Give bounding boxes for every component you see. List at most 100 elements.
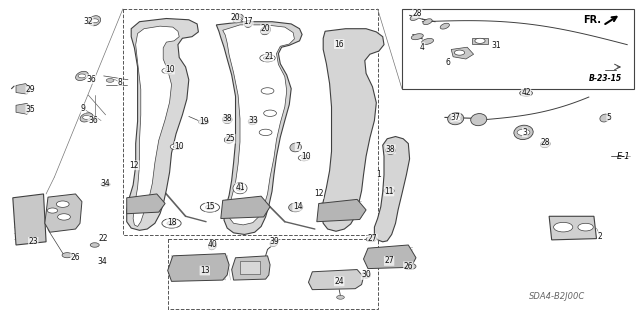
Circle shape	[454, 50, 465, 55]
Text: 18: 18	[167, 218, 176, 227]
Text: E-1: E-1	[617, 152, 630, 161]
Text: 40: 40	[207, 241, 218, 249]
Text: 22: 22	[99, 234, 108, 243]
Ellipse shape	[447, 113, 464, 125]
Ellipse shape	[385, 146, 396, 155]
Ellipse shape	[80, 113, 93, 122]
Circle shape	[235, 17, 241, 20]
Text: 23: 23	[28, 237, 38, 246]
Circle shape	[224, 118, 230, 121]
Circle shape	[90, 243, 99, 247]
Circle shape	[264, 56, 271, 60]
Ellipse shape	[423, 19, 432, 25]
Polygon shape	[133, 26, 179, 226]
Text: 9: 9	[81, 104, 86, 113]
Circle shape	[62, 253, 72, 258]
Bar	[472, 38, 488, 44]
Ellipse shape	[236, 185, 244, 191]
Text: 27: 27	[367, 234, 378, 243]
Text: 10: 10	[164, 65, 175, 74]
Circle shape	[554, 222, 573, 232]
Text: FR.: FR.	[584, 15, 602, 25]
Bar	[402, 9, 634, 89]
Circle shape	[200, 203, 220, 212]
Circle shape	[56, 201, 69, 207]
Polygon shape	[216, 22, 302, 234]
Ellipse shape	[514, 125, 533, 139]
Ellipse shape	[223, 116, 232, 124]
Polygon shape	[45, 194, 82, 232]
Circle shape	[173, 145, 179, 148]
Text: 36: 36	[86, 75, 96, 84]
Ellipse shape	[76, 71, 88, 80]
Text: 15: 15	[205, 202, 215, 211]
Text: 33: 33	[248, 116, 258, 125]
Text: 26: 26	[403, 262, 413, 271]
Text: 26: 26	[70, 253, 81, 262]
Circle shape	[259, 129, 272, 136]
Text: 10: 10	[174, 142, 184, 151]
Ellipse shape	[224, 136, 234, 143]
Ellipse shape	[440, 23, 449, 29]
Polygon shape	[451, 47, 474, 59]
Bar	[240, 261, 260, 274]
Polygon shape	[232, 256, 270, 280]
Text: 14: 14	[292, 202, 303, 211]
Circle shape	[261, 88, 274, 94]
Circle shape	[101, 182, 110, 187]
Circle shape	[198, 119, 209, 124]
Text: 34: 34	[97, 257, 108, 266]
Circle shape	[403, 263, 416, 270]
Text: 20: 20	[230, 13, 241, 22]
Circle shape	[366, 237, 376, 242]
Ellipse shape	[260, 26, 271, 35]
Text: 37: 37	[451, 113, 461, 122]
Ellipse shape	[412, 34, 423, 40]
Ellipse shape	[244, 20, 252, 27]
Circle shape	[260, 54, 275, 62]
Ellipse shape	[233, 182, 247, 194]
Polygon shape	[16, 84, 31, 94]
Polygon shape	[127, 19, 198, 230]
Ellipse shape	[289, 203, 303, 212]
Ellipse shape	[209, 243, 216, 250]
Polygon shape	[127, 194, 165, 214]
Ellipse shape	[248, 118, 257, 125]
Text: 2: 2	[598, 232, 603, 241]
Text: 13: 13	[200, 266, 210, 275]
Text: 28: 28	[541, 138, 550, 147]
Text: 25: 25	[225, 134, 236, 143]
Circle shape	[517, 129, 530, 136]
Circle shape	[578, 223, 593, 231]
Polygon shape	[168, 254, 229, 281]
Text: B-23-15: B-23-15	[589, 74, 622, 83]
Polygon shape	[16, 103, 32, 114]
Text: 29: 29	[26, 85, 36, 94]
Text: 27: 27	[384, 256, 394, 265]
Polygon shape	[223, 25, 294, 225]
Text: 20: 20	[260, 24, 271, 33]
Circle shape	[384, 259, 394, 264]
Ellipse shape	[89, 16, 100, 26]
Text: 38: 38	[385, 145, 396, 154]
Ellipse shape	[290, 143, 301, 152]
Text: 12: 12	[314, 189, 323, 198]
Text: 41: 41	[235, 183, 245, 192]
Ellipse shape	[422, 39, 433, 44]
Circle shape	[170, 144, 182, 150]
Text: 1: 1	[376, 170, 381, 179]
Ellipse shape	[233, 14, 243, 23]
Circle shape	[162, 219, 181, 228]
Polygon shape	[13, 194, 46, 245]
Circle shape	[451, 116, 461, 121]
Text: 12: 12	[130, 161, 139, 170]
Circle shape	[205, 205, 214, 210]
Circle shape	[83, 115, 90, 119]
Ellipse shape	[470, 114, 487, 126]
Circle shape	[264, 110, 276, 116]
Circle shape	[78, 74, 86, 78]
Text: 19: 19	[198, 117, 209, 126]
Text: 17: 17	[243, 17, 253, 26]
Polygon shape	[374, 137, 410, 242]
Text: 32: 32	[83, 17, 93, 26]
